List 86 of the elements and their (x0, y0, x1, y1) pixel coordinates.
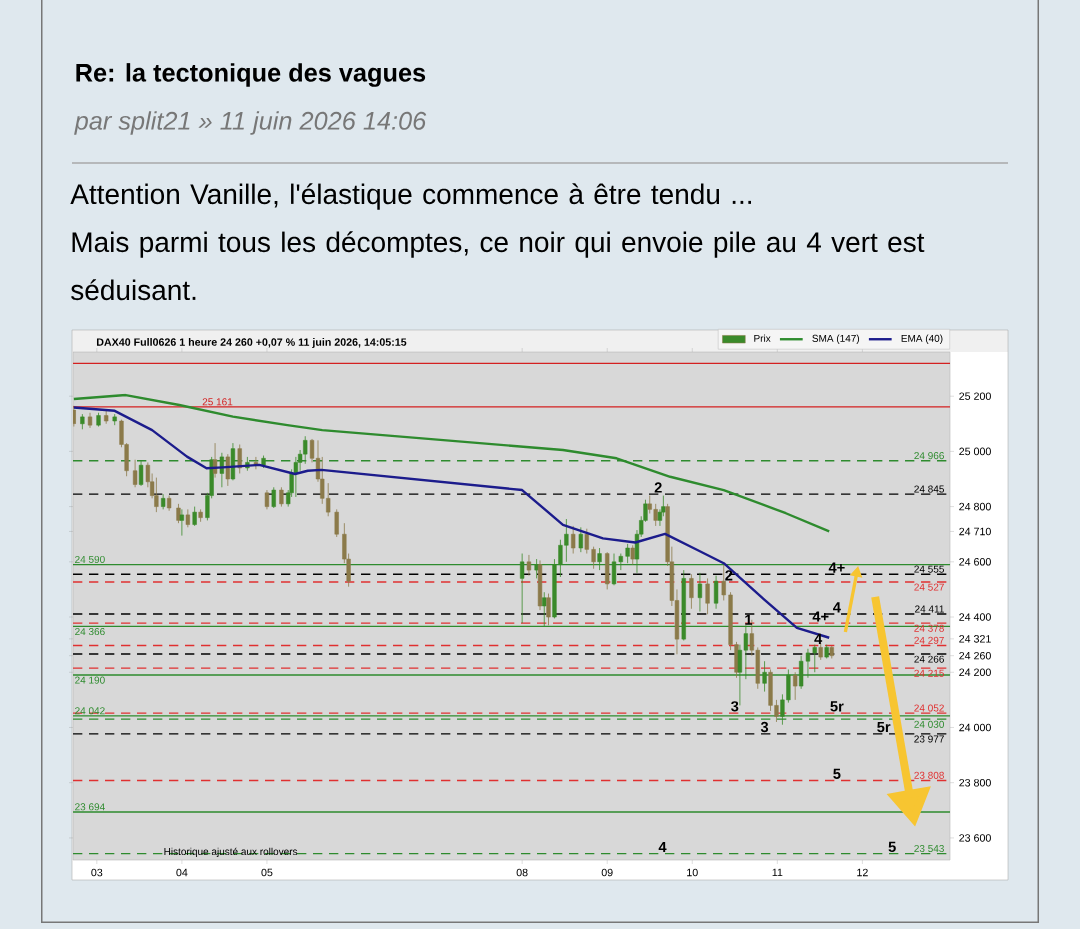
ref-line-label: 24 555 (914, 565, 944, 573)
annotation: 2 (654, 482, 662, 493)
x-tick-label: 10 (687, 868, 698, 877)
annotation: 1 (745, 614, 753, 625)
x-tick-label: 05 (261, 868, 273, 877)
candlestick (225, 453, 230, 487)
annotation: 4+ (812, 611, 829, 622)
annotation: Historique ajusté aux rollovers (164, 847, 298, 858)
ref-line-label: 24 590 (75, 555, 105, 563)
candlestick (176, 503, 181, 524)
text: Mais parmi tous les décomptes, ce noir qui envoie pile au 4 vert est séduisant. (71, 231, 925, 301)
candlestick (132, 459, 138, 488)
y-tick-label: 24 600 (959, 558, 991, 566)
ref-line-label: 24 030 (914, 720, 944, 728)
candlestick (591, 546, 596, 570)
y-tick-label: 24 000 (959, 723, 991, 732)
candlestick (721, 564, 726, 601)
legend-label: EMA (40) (901, 334, 943, 344)
x-tick-label: 11 (772, 868, 783, 877)
candlestick (237, 444, 242, 474)
ref-line-label: 24 411 (915, 605, 944, 613)
chart-title: Re: la tectonique des vagues (76, 63, 426, 87)
candlestick (279, 486, 284, 508)
ref-line-label: 23 977 (914, 735, 944, 743)
y-tick-label: 24 260 (959, 651, 991, 660)
text: DAX40 Full0626 1 heure 24 260 +0,07 % 11 juin 2026, 14:05:15 (96, 338, 407, 348)
chart-subtitle: par split21 » 11 juin 2026 14:06 (74, 111, 427, 135)
annotation: 5r (877, 722, 891, 733)
candlestick (578, 526, 583, 553)
x-tick-label: 08 (516, 868, 528, 877)
y-tick-label: 23 800 (959, 778, 991, 787)
ref-line-label: 24 966 (914, 452, 944, 460)
candlestick (546, 593, 551, 626)
ref-line-label: 24 190 (75, 676, 105, 684)
ref-line-label: 24 297 (914, 636, 944, 644)
y-tick-label: 24 400 (959, 613, 991, 621)
candlestick (630, 544, 635, 565)
candlestick (271, 486, 276, 509)
annotation: 3 (731, 701, 739, 712)
y-tick-label: 24 710 (959, 527, 991, 536)
y-tick-label: 24 321 (959, 635, 991, 643)
annotation: 5 (833, 768, 841, 779)
candlestick (571, 525, 576, 554)
legend-label: SMA (147) (812, 334, 860, 344)
ref-line-label: 23 694 (75, 803, 105, 811)
candlestick (212, 442, 218, 479)
candlestick (697, 572, 703, 612)
annotation: 3 (760, 721, 769, 733)
ref-line-label: 24 845 (914, 485, 944, 493)
candlestick (264, 489, 270, 510)
ref-line-label: 24 052 (914, 704, 944, 712)
x-tick-label: 04 (176, 868, 188, 877)
x-tick-label: 03 (91, 868, 103, 877)
candlestick (154, 477, 159, 513)
x-tick-label: 09 (601, 868, 613, 877)
ref-line-label: 23 808 (914, 771, 944, 779)
y-tick-label: 25 000 (959, 447, 991, 456)
candlestick (334, 508, 339, 538)
annotation: 5 (888, 841, 896, 853)
ref-line-label: 24 527 (914, 583, 944, 591)
ref-line-label: 24 366 (75, 628, 105, 636)
y-tick-label: 25 200 (959, 392, 991, 400)
candlestick (179, 508, 185, 536)
annotation: 4+ (828, 562, 845, 573)
ref-line-label: 24 042 (75, 707, 105, 715)
annotation: 5r (830, 701, 844, 712)
candlestick (689, 573, 694, 610)
candlestick (705, 577, 710, 615)
candlestick (584, 528, 589, 554)
candlestick (526, 554, 532, 577)
text: Attention Vanille, l'élastique commence à être tendu ... (70, 183, 752, 210)
y-tick-label: 24 200 (959, 668, 991, 677)
y-tick-label: 23 600 (959, 834, 991, 842)
legend-label: Prix (754, 334, 771, 342)
ref-line-label: 25 161 (202, 398, 233, 406)
candlestick (192, 506, 197, 527)
candlestick (793, 671, 798, 701)
ref-line-label: 24 266 (914, 655, 944, 663)
candlestick (713, 575, 719, 610)
x-tick-label: 12 (857, 868, 868, 877)
y-tick-label: 24 800 (959, 502, 991, 511)
annotation: 4 (658, 841, 667, 853)
annotation: 4 (814, 633, 823, 644)
ref-line-label: 23 543 (914, 844, 944, 853)
annotation: 4 (833, 602, 841, 613)
candlestick (812, 644, 817, 673)
